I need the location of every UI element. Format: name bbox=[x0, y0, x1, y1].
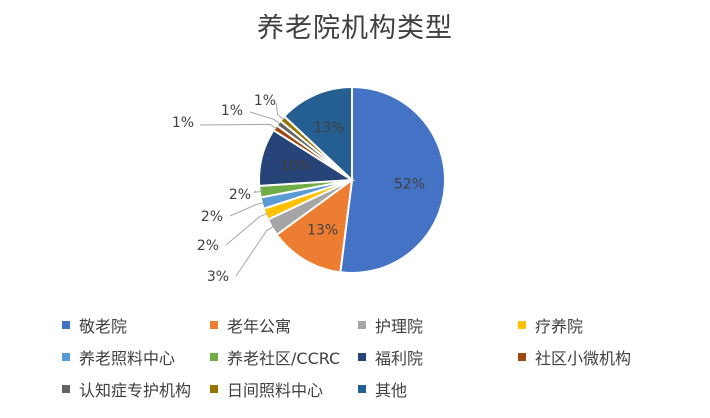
data-label-10: 1% bbox=[254, 93, 276, 109]
pie-slice-2 bbox=[275, 177, 354, 274]
legend-item: 社区小微机构 bbox=[518, 346, 668, 368]
legend-label: 护理院 bbox=[375, 316, 424, 336]
legend-label: 敬老院 bbox=[79, 316, 128, 336]
legend-swatch bbox=[358, 384, 366, 393]
data-label-9: 1% bbox=[221, 103, 243, 119]
legend-swatch bbox=[62, 384, 70, 393]
leader-line-8 bbox=[199, 123, 277, 130]
leader-line-9 bbox=[249, 111, 281, 125]
legend-swatch bbox=[358, 352, 366, 361]
legend-item: 日间照料中心 bbox=[210, 378, 358, 400]
data-label-7: 10% bbox=[281, 159, 312, 175]
legend-label: 福利院 bbox=[375, 348, 424, 368]
legend-label: 疗养院 bbox=[535, 316, 584, 336]
data-label-5: 2% bbox=[201, 209, 223, 225]
chart-title: 养老院机构类型 bbox=[257, 13, 453, 44]
legend-label: 日间照料中心 bbox=[227, 380, 324, 400]
legend-item: 疗养院 bbox=[518, 314, 668, 336]
legend-item: 福利院 bbox=[358, 346, 518, 368]
pie-chart: 52% 13% 3% 2% 2% 2% 10% 1% 1% 1% 13% bbox=[172, 85, 446, 285]
pie-slice-11 bbox=[282, 85, 353, 183]
legend-item: 养老照料中心 bbox=[62, 346, 210, 368]
legend-item: 认知症专护机构 bbox=[62, 378, 210, 400]
legend-label: 认知症专护机构 bbox=[79, 380, 192, 400]
legend-item: 护理院 bbox=[358, 314, 518, 336]
data-label-1: 52% bbox=[394, 177, 425, 193]
leader-line-3 bbox=[235, 225, 274, 277]
legend-swatch bbox=[62, 352, 70, 361]
legend-label: 养老社区/CCRC bbox=[227, 348, 341, 368]
data-label-8: 1% bbox=[172, 115, 194, 131]
legend-swatch bbox=[210, 320, 218, 329]
data-label-11: 13% bbox=[314, 120, 345, 136]
data-label-2: 13% bbox=[307, 223, 338, 239]
legend-label: 其他 bbox=[375, 380, 408, 400]
legend-swatch bbox=[518, 352, 526, 361]
legend-item: 老年公寓 bbox=[210, 314, 358, 336]
legend-swatch bbox=[358, 320, 366, 329]
leader-line-4 bbox=[225, 213, 268, 246]
legend-label: 社区小微机构 bbox=[535, 348, 632, 368]
leader-line-5 bbox=[229, 202, 264, 217]
legend-swatch bbox=[62, 320, 70, 329]
legend-item: 养老社区/CCRC bbox=[210, 346, 358, 368]
data-label-3: 3% bbox=[207, 269, 229, 285]
legend-swatch bbox=[210, 352, 218, 361]
legend-item: 其他 bbox=[358, 378, 518, 400]
legend: 敬老院 老年公寓 护理院 疗养院养老照料中心 养老社区/CCRC 福利院 社区小微机构认知症… bbox=[62, 314, 682, 400]
leader-line-10 bbox=[275, 102, 284, 121]
data-label-4: 2% bbox=[197, 238, 219, 254]
legend-swatch bbox=[518, 320, 526, 329]
legend-label: 养老照料中心 bbox=[79, 348, 176, 368]
data-label-6: 2% bbox=[229, 187, 251, 203]
leader-line-6 bbox=[253, 190, 262, 193]
legend-swatch bbox=[210, 384, 218, 393]
legend-item: 敬老院 bbox=[62, 314, 210, 336]
pie-slice-1 bbox=[339, 85, 446, 274]
legend-label: 老年公寓 bbox=[227, 316, 292, 336]
